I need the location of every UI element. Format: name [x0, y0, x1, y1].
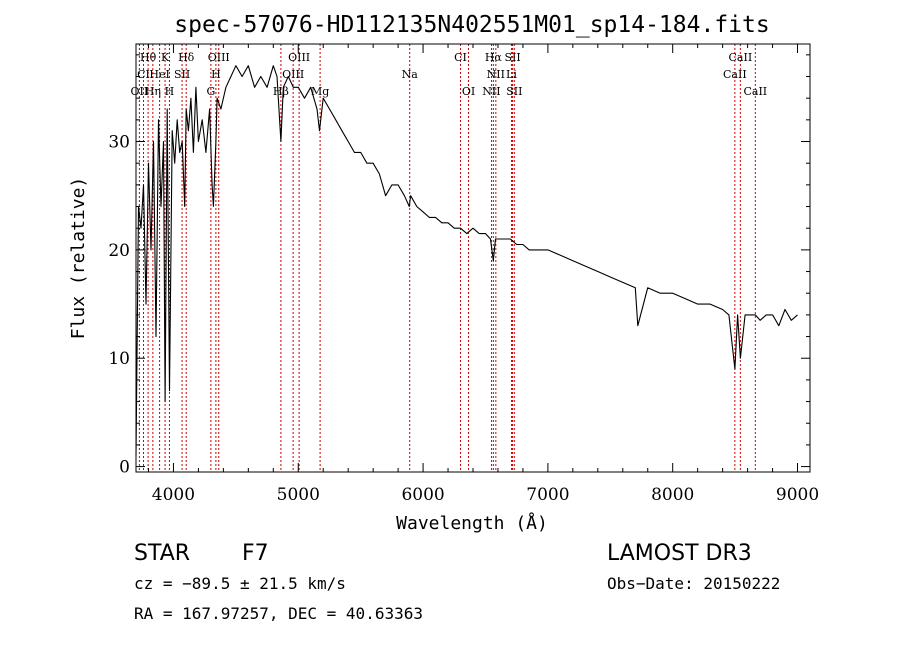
line-label-12: H — [211, 68, 221, 81]
line-label-27: CaII — [743, 85, 767, 98]
object-subclass: F7 — [242, 541, 269, 566]
line-label-3: OIII — [208, 51, 230, 64]
line-label-6: Hα — [485, 51, 503, 64]
spectrum-series — [135, 65, 798, 456]
object-class: STAR — [134, 541, 190, 566]
y-tick-label-2: 20 — [108, 241, 130, 261]
line-label-14: Na — [402, 68, 419, 81]
line-label-23: Mg — [311, 85, 329, 98]
chart-title: spec-57076-HD112135N402551M01_sp14-184.f… — [174, 12, 769, 38]
line-label-22: Hβ — [273, 85, 289, 98]
line-label-7: SII — [504, 51, 520, 64]
line-label-9: CI — [137, 68, 150, 81]
line-label-20: H — [165, 85, 175, 98]
y-tick-label-1: 10 — [108, 349, 130, 369]
line-label-15: NII — [487, 68, 505, 81]
line-label-17: CaII — [723, 68, 747, 81]
line-label-5: CI — [454, 51, 467, 64]
line-id-markers — [138, 44, 756, 472]
x-tick-label-5: 9000 — [776, 485, 819, 505]
y-tick-label-0: 0 — [119, 458, 130, 478]
line-label-18: OII — [131, 85, 149, 98]
survey-name: LAMOST DR3 — [607, 541, 752, 566]
ra-dec: RA = 167.97257, DEC = 40.63363 — [134, 604, 423, 623]
obs-date: Obs−Date: 20150222 — [607, 574, 780, 593]
x-tick-label-0: 4000 — [152, 485, 195, 505]
plot-frame — [135, 43, 811, 473]
line-label-24: OI — [462, 85, 475, 98]
line-label-21: G — [206, 85, 215, 98]
x-axis-title: Wavelength (Å) — [396, 512, 548, 534]
y-axis-title: Flux (relative) — [68, 177, 89, 340]
x-tick-label-4: 8000 — [651, 485, 694, 505]
line-label-19: Hη — [145, 85, 161, 98]
redshift-cz: cz = −89.5 ± 21.5 km/s — [134, 574, 346, 593]
y-axis: 0 10 20 30 — [108, 54, 810, 478]
x-tick-label-1: 5000 — [277, 485, 320, 505]
line-label-4: OIII — [288, 51, 310, 64]
line-label-26: SII — [506, 85, 522, 98]
x-tick-label-2: 6000 — [401, 485, 444, 505]
line-label-11: SII — [174, 68, 190, 81]
line-label-13: OIII — [282, 68, 304, 81]
line-label-0: Hθ — [140, 51, 157, 64]
line-label-25: NII — [482, 85, 500, 98]
x-tick-label-3: 7000 — [526, 485, 569, 505]
line-label-1: K — [161, 51, 170, 64]
x-axis: 4000 5000 6000 7000 8000 9000 — [147, 44, 819, 505]
line-label-8: CaII — [729, 51, 753, 64]
y-tick-label-3: 30 — [108, 133, 130, 153]
spectrum-line — [135, 65, 798, 456]
line-label-16: Li — [506, 68, 517, 81]
line-label-10: HeI — [149, 68, 169, 81]
line-label-2: Hδ — [178, 51, 195, 64]
